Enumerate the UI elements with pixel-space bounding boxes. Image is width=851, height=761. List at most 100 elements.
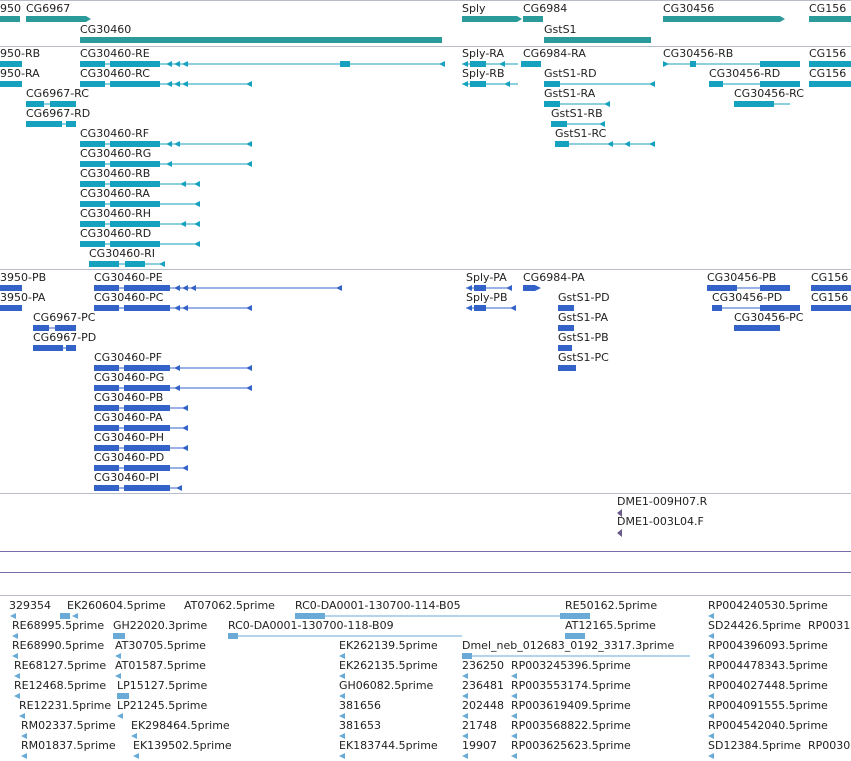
- est-label[interactable]: 236250: [462, 659, 504, 672]
- protein-label[interactable]: CG30456-PB: [707, 271, 777, 284]
- est-label[interactable]: 236481: [462, 679, 504, 692]
- est-label[interactable]: 381656: [339, 699, 381, 712]
- est-label[interactable]: RE12231.5prime: [19, 699, 112, 712]
- est-label[interactable]: EK262135.5prime: [339, 659, 438, 672]
- transcript-label[interactable]: CG30456-RD: [709, 67, 781, 80]
- gene-glyphs[interactable]: [0, 0, 851, 46]
- gene-label[interactable]: Sply: [462, 2, 486, 15]
- protein-label[interactable]: CG30460-PB: [94, 391, 164, 404]
- est-label[interactable]: RP003553174.5prime: [511, 679, 631, 692]
- est-label[interactable]: EK262139.5prime: [339, 639, 438, 652]
- gene-label[interactable]: CG30460: [80, 23, 132, 36]
- est-label[interactable]: AT01587.5prime: [115, 659, 206, 672]
- protein-label[interactable]: GstS1-PC: [558, 351, 609, 364]
- est-label[interactable]: RP004027448.5prime: [708, 679, 828, 692]
- transcript-label[interactable]: CG30460-RI: [89, 247, 156, 260]
- transcript-label[interactable]: Sply-RA: [462, 47, 505, 60]
- protein-label[interactable]: GstS1-PA: [558, 311, 608, 324]
- protein-label[interactable]: CG30460-PA: [94, 411, 163, 424]
- est-label[interactable]: RC0-DA0001-130700-114-B05: [295, 599, 461, 612]
- protein-label[interactable]: 3950-PB: [0, 271, 47, 284]
- transcript-label[interactable]: CG6967-RC: [26, 87, 89, 100]
- transcript-label[interactable]: 950-RB: [0, 47, 41, 60]
- est-label[interactable]: SD24426.5prime: [708, 619, 801, 632]
- protein-label[interactable]: Sply-PA: [466, 271, 507, 284]
- est-label[interactable]: 19907: [462, 739, 497, 752]
- transcript-label[interactable]: CG30460-RB: [80, 167, 151, 180]
- transcript-label[interactable]: CG30456-RB: [663, 47, 734, 60]
- transcript-label[interactable]: 950-RA: [0, 67, 40, 80]
- est-label[interactable]: 202448: [462, 699, 504, 712]
- est-label[interactable]: RE68990.5prime: [12, 639, 105, 652]
- est-label[interactable]: GH06082.5prime: [339, 679, 434, 692]
- transcript-label[interactable]: CG30456-RC: [734, 87, 804, 100]
- protein-label[interactable]: CG30460-PE: [94, 271, 163, 284]
- est-label[interactable]: RP003619409.5prime: [511, 699, 631, 712]
- est-label[interactable]: RC0-DA0001-130700-118-B09: [228, 619, 394, 632]
- protein-label[interactable]: CG156: [811, 271, 849, 284]
- est-label[interactable]: 381653: [339, 719, 381, 732]
- protein-label[interactable]: GstS1-PB: [558, 331, 609, 344]
- est-label[interactable]: RE68995.5prime: [12, 619, 105, 632]
- est-label[interactable]: AT30705.5prime: [115, 639, 206, 652]
- est-label[interactable]: AT07062.5prime: [184, 599, 275, 612]
- est-label[interactable]: RP003568822.5prime: [511, 719, 631, 732]
- est-label[interactable]: RE68127.5prime: [14, 659, 107, 672]
- transcript-label[interactable]: CG156: [809, 47, 847, 60]
- transcript-label[interactable]: CG30460-RD: [80, 227, 152, 240]
- est-label[interactable]: RP004240530.5prime: [708, 599, 828, 612]
- protein-label[interactable]: CG6967-PD: [33, 331, 97, 344]
- est-label[interactable]: 329354: [9, 599, 51, 612]
- transcript-label[interactable]: CG30460-RG: [80, 147, 152, 160]
- est-label[interactable]: AT12165.5prime: [565, 619, 656, 632]
- est-label[interactable]: EK139502.5prime: [133, 739, 232, 752]
- oligo-label[interactable]: DME1-003L04.F: [617, 515, 704, 528]
- est-label[interactable]: RP003245396.5prime: [511, 659, 631, 672]
- est-label[interactable]: RP004396093.5prime: [708, 639, 828, 652]
- transcript-label[interactable]: CG30460-RF: [80, 127, 150, 140]
- est-label[interactable]: SD12384.5prime: [708, 739, 801, 752]
- gene-label[interactable]: CG6984: [523, 2, 568, 15]
- est-label[interactable]: RP0031: [808, 619, 851, 632]
- est-label[interactable]: RP004091555.5prime: [708, 699, 828, 712]
- gene-label[interactable]: CG6967: [26, 2, 71, 15]
- est-label[interactable]: LP21245.5prime: [117, 699, 208, 712]
- transcript-label[interactable]: GstS1-RA: [544, 87, 596, 100]
- protein-label[interactable]: CG30456-PC: [734, 311, 804, 324]
- est-label[interactable]: LP15127.5prime: [117, 679, 208, 692]
- transcript-glyphs[interactable]: [0, 0, 851, 270]
- transcript-label[interactable]: CG6984-RA: [523, 47, 586, 60]
- est-label[interactable]: 21748: [462, 719, 497, 732]
- transcript-label[interactable]: CG30460-RH: [80, 207, 152, 220]
- oligo-label[interactable]: DME1-009H07.R: [617, 495, 708, 508]
- est-label[interactable]: EK260604.5prime: [67, 599, 166, 612]
- protein-glyphs[interactable]: [0, 0, 851, 495]
- transcript-label[interactable]: GstS1-RC: [555, 127, 607, 140]
- gene-label[interactable]: CG156: [809, 2, 847, 15]
- oligo-glyphs[interactable]: [0, 0, 851, 540]
- est-label[interactable]: RE50162.5prime: [565, 599, 658, 612]
- transcript-label[interactable]: GstS1-RB: [551, 107, 603, 120]
- est-label[interactable]: RE12468.5prime: [14, 679, 107, 692]
- transcript-label[interactable]: Sply-RB: [462, 67, 505, 80]
- protein-label[interactable]: CG30460-PD: [94, 451, 165, 464]
- protein-label[interactable]: GstS1-PD: [558, 291, 610, 304]
- protein-label[interactable]: CG30460-PH: [94, 431, 165, 444]
- protein-label[interactable]: CG30460-PI: [94, 471, 160, 484]
- protein-label[interactable]: CG30456-PD: [712, 291, 783, 304]
- protein-label[interactable]: 3950-PA: [0, 291, 46, 304]
- protein-label[interactable]: CG6984-PA: [523, 271, 585, 284]
- est-label[interactable]: EK183744.5prime: [339, 739, 438, 752]
- protein-label[interactable]: CG30460-PC: [94, 291, 164, 304]
- transcript-label[interactable]: CG156: [809, 67, 847, 80]
- gene-label[interactable]: 950: [0, 2, 21, 15]
- transcript-label[interactable]: CG30460-RC: [80, 67, 150, 80]
- protein-label[interactable]: CG6967-PC: [33, 311, 96, 324]
- est-label[interactable]: RP004542040.5prime: [708, 719, 828, 732]
- est-label[interactable]: Dmel_neb_012683_0192_3317.3prime: [462, 639, 675, 652]
- transcript-label[interactable]: GstS1-RD: [544, 67, 597, 80]
- protein-label[interactable]: CG156: [811, 291, 849, 304]
- est-label[interactable]: GH22020.3prime: [113, 619, 208, 632]
- protein-label[interactable]: Sply-PB: [466, 291, 508, 304]
